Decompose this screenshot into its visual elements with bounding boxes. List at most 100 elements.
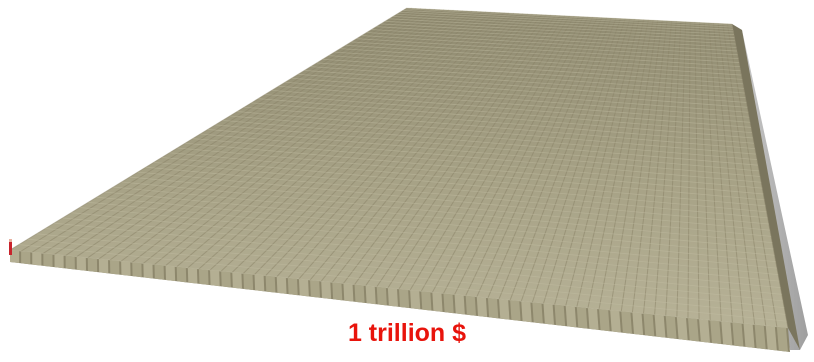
front-stack: [265, 275, 276, 293]
front-stack: [143, 263, 153, 279]
stack-column-line: [320, 14, 538, 282]
stack-column-line: [76, 8, 436, 258]
front-stack: [165, 265, 176, 282]
front-stack: [332, 282, 343, 301]
stack-column-line: [609, 20, 659, 311]
stack-column-line: [576, 19, 645, 307]
stack-row-line: [129, 176, 772, 237]
stack-column-line: [20, 7, 412, 252]
stack-column-line: [587, 19, 649, 309]
stack-row-line: [185, 142, 764, 195]
front-stack: [198, 268, 209, 285]
front-stack: [665, 315, 677, 339]
stack-row-line: [79, 207, 779, 275]
stack-column-line: [243, 12, 505, 274]
front-stack: [499, 299, 510, 320]
stack-column-line: [712, 23, 745, 324]
front-stack: [254, 274, 265, 292]
stack-row-line: [310, 66, 746, 99]
front-stack: [232, 272, 242, 289]
front-stack: [432, 292, 443, 312]
stack-column-line: [120, 9, 454, 262]
stack-row-line: [121, 181, 773, 244]
front-stack: [765, 325, 777, 351]
front-stack: [276, 276, 287, 294]
stack-row-line: [145, 166, 769, 225]
front-stack: [176, 266, 187, 283]
stack-column-line: [731, 23, 789, 329]
stack-row-line: [18, 244, 787, 322]
stack-column-line: [231, 12, 501, 273]
stack-row-line: [153, 161, 768, 219]
front-stack: [298, 278, 309, 297]
stack-row-line: [88, 201, 778, 269]
front-stack: [321, 281, 332, 300]
stack-column-line: [43, 8, 422, 254]
front-stack: [221, 271, 231, 288]
front-stack: [543, 303, 554, 325]
stack-column-line: [354, 14, 552, 285]
stack-column-line: [154, 10, 468, 265]
stack-column-line: [487, 17, 608, 299]
stack-row-line: [278, 85, 751, 123]
front-stack: [32, 252, 42, 266]
front-stack: [587, 307, 599, 330]
front-stack: [476, 296, 488, 318]
front-stack: [154, 264, 164, 280]
front-stack: [110, 260, 120, 275]
front-stack: [87, 257, 98, 273]
stack-column-line: [298, 13, 529, 280]
stack-column-line: [726, 23, 778, 327]
front-stack: [287, 277, 298, 296]
stack-row-line: [215, 124, 760, 172]
stack-row-line: [104, 191, 775, 256]
stack-row-line: [285, 81, 750, 118]
front-stack: [343, 283, 354, 302]
stack-row-line: [366, 32, 738, 56]
stack-column-line: [687, 21, 691, 318]
front-stack: [710, 320, 722, 345]
stack-column-line: [554, 19, 635, 305]
stack-column-line: [131, 10, 459, 263]
stack-column-line: [198, 11, 487, 270]
stack-column-line: [143, 10, 464, 264]
stack-column-line: [531, 18, 626, 303]
stack-row-line: [251, 102, 755, 144]
stack-row-line: [334, 51, 743, 80]
stack-column-line: [398, 15, 570, 290]
front-stack: [54, 254, 64, 269]
stack-column-line: [220, 11, 496, 272]
stack-column-line: [703, 22, 722, 322]
stack-column-line: [454, 16, 594, 295]
stack-column-line: [176, 11, 477, 268]
bill-stack-grid: [9, 7, 789, 329]
stack-row-line: [27, 238, 786, 315]
stack-column-line: [209, 11, 491, 271]
front-stack: [210, 270, 220, 287]
front-stack: [521, 301, 532, 323]
stack-row-line: [229, 115, 758, 161]
stack-column-line: [365, 15, 556, 286]
stack-column-line: [9, 7, 408, 251]
stack-column-line: [520, 18, 622, 302]
stack-column-line: [109, 9, 450, 261]
stack-row-line: [340, 48, 742, 76]
front-stack: [443, 293, 454, 314]
stack-row-line: [237, 111, 757, 155]
stack-column-line: [65, 8, 431, 256]
stack-column-line: [699, 22, 711, 321]
front-stack: [599, 309, 610, 332]
money-block-top: [10, 8, 788, 328]
stack-row-line: [207, 129, 761, 177]
stack-row-line: [389, 18, 735, 38]
stack-column-line: [443, 16, 589, 294]
stack-row-line: [298, 73, 748, 108]
stack-row-line: [328, 55, 744, 85]
stack-column-line: [665, 21, 682, 316]
money-block-side: [732, 24, 800, 350]
stack-row-line: [265, 94, 753, 134]
stack-column-line: [276, 13, 519, 278]
stack-row-line: [361, 35, 739, 60]
stack-column-line: [409, 15, 575, 291]
front-stack: [187, 267, 198, 284]
